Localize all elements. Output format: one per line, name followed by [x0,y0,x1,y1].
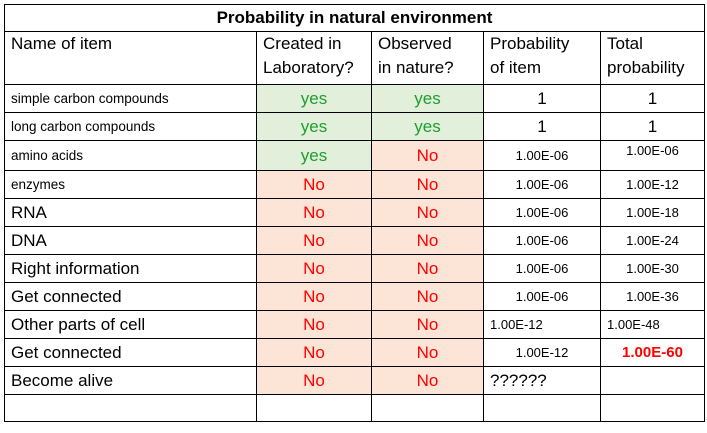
observed-cell[interactable]: No [371,170,484,199]
probability-cell[interactable]: 1.00E-06 [483,254,601,283]
title-row: Probability in natural environment [4,4,705,32]
table-row: Get connected No No 1.00E-06 1.00E-36 [4,282,705,311]
total-probability-cell[interactable]: 1.00E-18 [600,198,705,227]
spreadsheet-sheet: Probability in natural environment Name … [4,4,705,429]
table-title[interactable]: Probability in natural environment [4,4,705,32]
item-name-cell[interactable]: amino acids [4,140,257,171]
item-name-cell[interactable]: Get connected [4,338,257,367]
table-row: enzymes No No 1.00E-06 1.00E-12 [4,170,705,199]
created-cell[interactable]: No [256,226,372,255]
created-cell[interactable]: yes [256,140,372,171]
observed-cell[interactable]: No [371,310,484,339]
table-row: Get connected No No 1.00E-12 1.00E-60 [4,338,705,367]
created-cell[interactable]: No [256,366,372,395]
probability-table: Probability in natural environment Name … [4,4,705,422]
created-cell[interactable]: No [256,338,372,367]
item-name-cell[interactable]: Other parts of cell [4,310,257,339]
item-name-cell[interactable]: DNA [4,226,257,255]
item-name-cell[interactable]: enzymes [4,170,257,199]
table-row: Other parts of cell No No 1.00E-12 1.00E… [4,310,705,339]
item-name-cell[interactable]: RNA [4,198,257,227]
header-observed-cell[interactable]: Observed in nature? [371,31,484,85]
probability-cell[interactable]: ?????? [483,366,601,395]
observed-cell[interactable]: No [371,282,484,311]
probability-cell[interactable]: 1 [483,112,601,141]
header-name: Name of item [11,34,113,53]
total-probability-cell[interactable]: 1.00E-36 [600,282,705,311]
probability-cell[interactable]: 1.00E-12 [483,338,601,367]
observed-cell[interactable]: No [371,338,484,367]
header-total-line2: probability [607,58,685,77]
created-cell[interactable]: yes [256,112,372,141]
empty-row [4,394,705,422]
probability-cell[interactable]: 1.00E-06 [483,226,601,255]
created-cell[interactable]: yes [256,84,372,113]
observed-cell[interactable]: No [371,254,484,283]
total-probability-cell[interactable] [600,366,705,395]
header-observed-line1: Observed [378,34,452,53]
table-row: RNA No No 1.00E-06 1.00E-18 [4,198,705,227]
total-probability-cell[interactable]: 1 [600,112,705,141]
item-name-cell[interactable]: Become alive [4,366,257,395]
header-created-cell[interactable]: Created in Laboratory? [256,31,372,85]
item-name-cell[interactable]: Get connected [4,282,257,311]
table-row: simple carbon compounds yes yes 1 1 [4,84,705,113]
observed-cell[interactable]: No [371,366,484,395]
header-prob-line1: Probability [490,34,570,53]
probability-cell[interactable]: 1.00E-12 [483,310,601,339]
item-name-cell[interactable]: Right information [4,254,257,283]
item-name-cell[interactable]: long carbon compounds [4,112,257,141]
created-cell[interactable]: No [256,254,372,283]
total-probability-cell[interactable]: 1.00E-06 [600,140,705,171]
probability-cell[interactable]: 1 [483,84,601,113]
header-total-line1: Total [607,34,643,53]
header-created-line1: Created in [263,34,342,53]
total-probability-cell[interactable]: 1.00E-24 [600,226,705,255]
empty-cell[interactable] [371,394,484,422]
empty-cell[interactable] [256,394,372,422]
empty-cell[interactable] [4,394,257,422]
observed-cell[interactable]: No [371,140,484,171]
observed-cell[interactable]: No [371,198,484,227]
total-probability-cell[interactable]: 1.00E-12 [600,170,705,199]
table-row: long carbon compounds yes yes 1 1 [4,112,705,141]
observed-cell[interactable]: No [371,226,484,255]
observed-cell[interactable]: yes [371,112,484,141]
item-name-cell[interactable]: simple carbon compounds [4,84,257,113]
header-observed-line2: in nature? [378,58,454,77]
probability-cell[interactable]: 1.00E-06 [483,170,601,199]
header-probability-cell[interactable]: Probability of item [483,31,601,85]
total-probability-cell[interactable]: 1.00E-30 [600,254,705,283]
probability-cell[interactable]: 1.00E-06 [483,140,601,171]
header-created-line2: Laboratory? [263,58,354,77]
created-cell[interactable]: No [256,170,372,199]
created-cell[interactable]: No [256,282,372,311]
probability-cell[interactable]: 1.00E-06 [483,282,601,311]
table-row: Become alive No No ?????? [4,366,705,395]
header-name-cell[interactable]: Name of item [4,31,257,85]
probability-cell[interactable]: 1.00E-06 [483,198,601,227]
header-row: Name of item Created in Laboratory? Obser… [4,31,705,85]
table-row: amino acids yes No 1.00E-06 1.00E-06 [4,140,705,171]
empty-cell[interactable] [483,394,601,422]
total-probability-cell[interactable]: 1.00E-48 [600,310,705,339]
created-cell[interactable]: No [256,198,372,227]
empty-cell[interactable] [600,394,705,422]
total-probability-cell[interactable]: 1.00E-60 [600,338,705,367]
table-row: Right information No No 1.00E-06 1.00E-3… [4,254,705,283]
header-total-cell[interactable]: Total probability [600,31,705,85]
created-cell[interactable]: No [256,310,372,339]
table-row: DNA No No 1.00E-06 1.00E-24 [4,226,705,255]
total-probability-cell[interactable]: 1 [600,84,705,113]
observed-cell[interactable]: yes [371,84,484,113]
header-prob-line2: of item [490,58,542,77]
